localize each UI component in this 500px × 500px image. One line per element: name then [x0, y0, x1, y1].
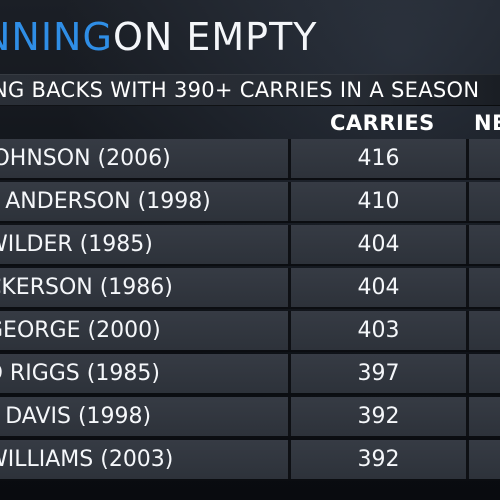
player-name: CKERSON (1986) — [0, 275, 173, 300]
table-row: GEORGE (2000) 403 — [0, 311, 500, 352]
next-column-cell — [469, 311, 500, 350]
next-column-cell — [469, 397, 500, 436]
carries-cell: 416 — [291, 139, 469, 178]
player-name-cell: CKERSON (1986) — [0, 268, 291, 307]
next-column-cell — [469, 225, 500, 264]
player-name-cell: JOHNSON (2006) — [0, 139, 291, 178]
column-header-carries: CARRIES — [330, 111, 435, 135]
table-row: JOHNSON (2006) 416 — [0, 139, 500, 180]
carries-cell: 403 — [291, 311, 469, 350]
next-column-cell — [469, 354, 500, 393]
subtitle-bar: NG BACKS WITH 390+ CARRIES IN A SEASON — [0, 74, 500, 106]
subtitle-text: NG BACKS WITH 390+ CARRIES IN A SEASON — [0, 78, 480, 102]
table-row: WILLIAMS (2003) 392 — [0, 440, 500, 481]
player-name-cell: D RIGGS (1985) — [0, 354, 291, 393]
table-row: L DAVIS (1998) 392 — [0, 397, 500, 438]
next-column-cell — [469, 182, 500, 221]
player-name: L ANDERSON (1998) — [0, 189, 211, 214]
next-column-cell — [469, 139, 500, 178]
player-name: D RIGGS (1985) — [0, 361, 160, 386]
player-name-cell: L DAVIS (1998) — [0, 397, 291, 436]
table-row: CKERSON (1986) 404 — [0, 268, 500, 309]
player-name-cell: L ANDERSON (1998) — [0, 182, 291, 221]
table-row: L ANDERSON (1998) 410 — [0, 182, 500, 223]
player-name: GEORGE (2000) — [0, 318, 161, 343]
graphic-title: NNINGON EMPTY — [0, 14, 500, 60]
carries-cell: 392 — [291, 440, 469, 479]
carries-cell: 404 — [291, 225, 469, 264]
table-row: D RIGGS (1985) 397 — [0, 354, 500, 395]
player-name: WILLIAMS (2003) — [0, 447, 174, 472]
player-name: L DAVIS (1998) — [0, 404, 152, 429]
player-name: WILDER (1985) — [0, 232, 153, 257]
next-column-cell — [469, 268, 500, 307]
title-accent-text: NNING — [0, 15, 113, 59]
carries-cell: 397 — [291, 354, 469, 393]
player-name-cell: WILDER (1985) — [0, 225, 291, 264]
column-header-next: NE — [474, 111, 500, 135]
title-main-text: ON EMPTY — [112, 15, 318, 59]
player-name: JOHNSON (2006) — [0, 146, 171, 171]
player-name-cell: GEORGE (2000) — [0, 311, 291, 350]
next-column-cell — [469, 440, 500, 479]
carries-cell: 392 — [291, 397, 469, 436]
carries-cell: 404 — [291, 268, 469, 307]
table-row: WILDER (1985) 404 — [0, 225, 500, 266]
player-name-cell: WILLIAMS (2003) — [0, 440, 291, 479]
carries-cell: 410 — [291, 182, 469, 221]
